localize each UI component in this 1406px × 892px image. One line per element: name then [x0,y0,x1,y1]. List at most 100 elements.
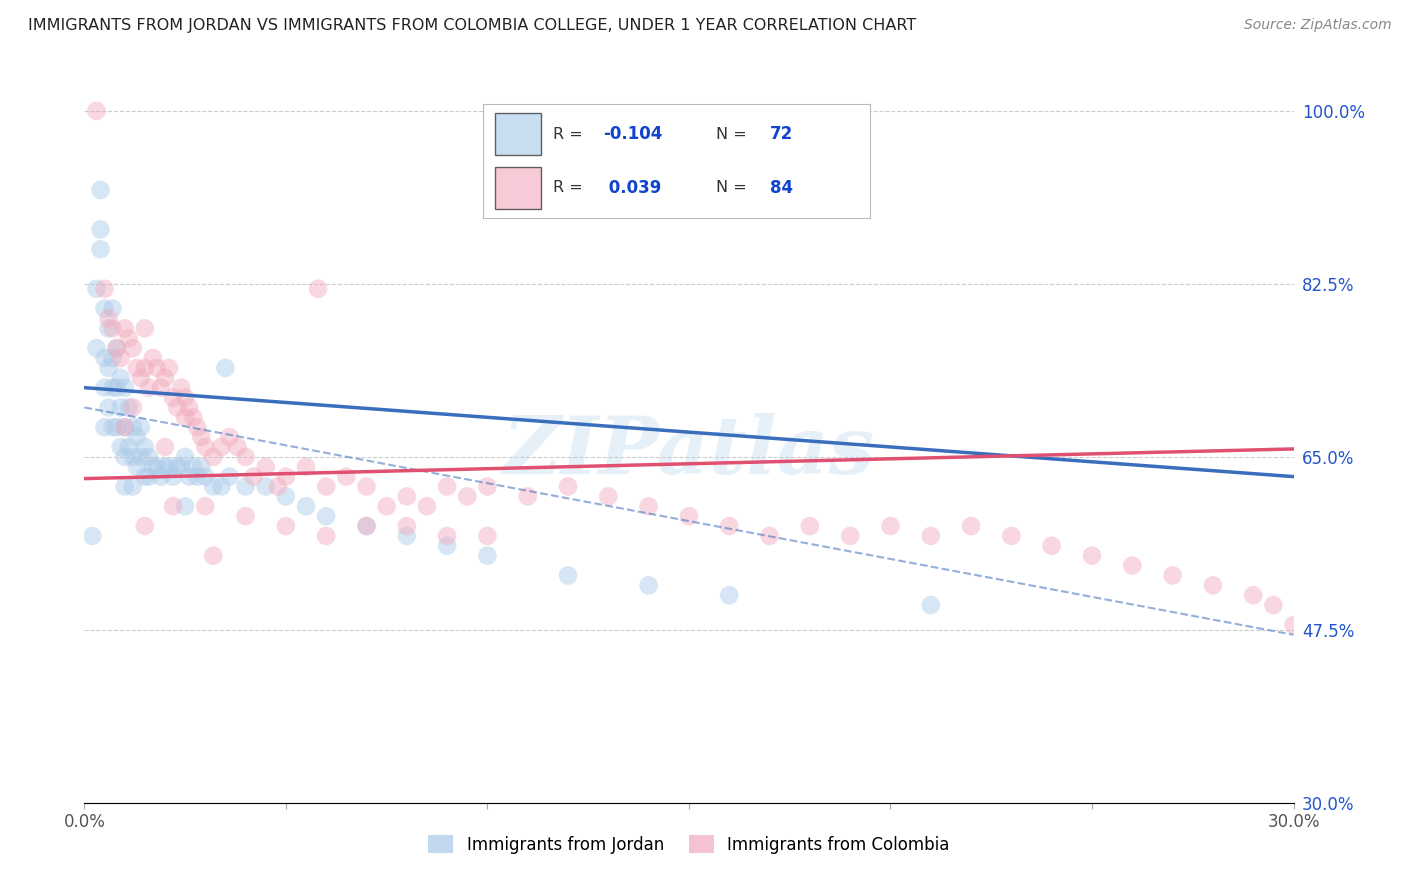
Point [134,469,156,483]
Point [190,459,212,474]
Point [1121,558,1143,573]
Point [86,103,108,118]
Point [121,420,143,434]
Point [134,360,156,375]
Point [190,430,212,444]
Point [170,459,193,474]
Point [153,440,176,454]
Point [157,459,180,474]
Point [1040,539,1063,553]
Point [105,381,128,395]
Point [114,321,136,335]
Point [174,450,197,464]
Text: Source: ZipAtlas.com: Source: ZipAtlas.com [1244,18,1392,32]
Point [138,450,160,464]
Point [718,519,741,533]
Point [118,401,141,415]
Point [637,578,659,592]
Point [125,430,148,444]
Point [162,469,184,483]
Point [335,469,357,483]
Point [254,459,277,474]
Point [1081,549,1104,563]
Point [146,459,169,474]
Point [134,440,156,454]
Point [121,401,143,415]
Point [637,500,659,514]
Point [129,420,152,434]
Point [114,420,136,434]
Point [101,351,124,365]
Point [89,242,111,256]
Point [86,341,108,355]
Point [174,410,197,425]
Point [395,519,418,533]
Point [226,440,249,454]
Point [114,450,136,464]
Point [153,371,176,385]
Point [97,401,120,415]
Point [267,479,290,493]
Point [110,351,132,365]
Point [395,529,418,543]
Point [235,450,257,464]
Point [960,519,983,533]
Point [235,509,257,524]
Point [799,519,821,533]
Point [307,282,329,296]
Point [166,401,188,415]
Point [134,519,156,533]
Point [879,519,901,533]
Point [274,489,297,503]
Point [105,420,128,434]
Point [134,321,156,335]
Point [557,568,579,582]
Point [202,450,225,464]
Point [235,479,257,493]
Point [436,529,458,543]
Point [194,469,217,483]
Point [218,469,240,483]
Point [202,549,225,563]
Point [114,381,136,395]
Point [242,469,264,483]
Point [181,459,204,474]
Point [477,479,499,493]
Point [678,509,700,524]
Point [166,459,188,474]
Point [218,430,240,444]
Point [142,351,165,365]
Point [209,479,232,493]
Point [194,440,217,454]
Point [162,391,184,405]
Point [395,489,418,503]
Point [121,450,143,464]
Point [174,391,197,405]
Point [315,479,337,493]
Point [114,479,136,493]
Point [125,459,148,474]
Point [1241,588,1264,602]
Point [149,381,172,395]
Point [436,539,458,553]
Point [170,381,193,395]
Point [209,440,232,454]
Point [129,450,152,464]
Point [1000,529,1022,543]
Point [97,311,120,326]
Point [295,459,318,474]
Point [101,420,124,434]
Point [1282,618,1305,632]
Point [114,420,136,434]
Point [179,469,201,483]
Point [1161,568,1184,582]
Point [718,588,741,602]
Point [214,360,236,375]
Point [436,479,458,493]
Point [516,489,538,503]
Point [181,410,204,425]
Point [295,500,318,514]
Point [101,381,124,395]
Point [93,282,115,296]
Point [1263,598,1285,612]
